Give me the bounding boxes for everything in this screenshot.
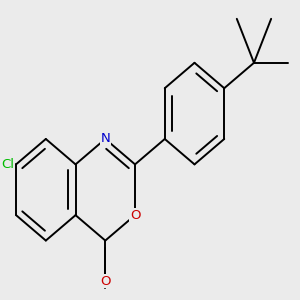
Text: N: N [100, 133, 110, 146]
Text: O: O [100, 275, 110, 288]
Text: O: O [130, 209, 140, 222]
Text: Cl: Cl [1, 158, 14, 171]
